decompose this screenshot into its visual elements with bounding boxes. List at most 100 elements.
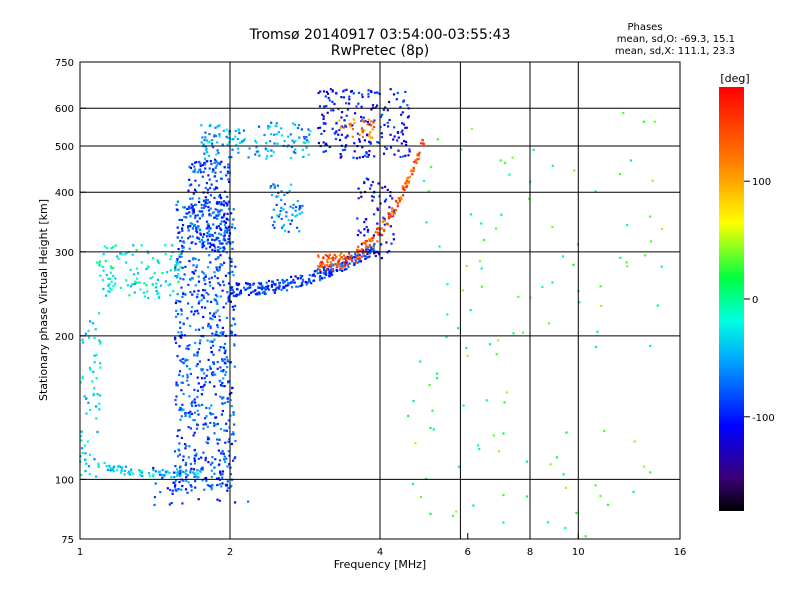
echo-point: [184, 463, 187, 467]
echo-point: [298, 212, 301, 215]
echo-point: [189, 427, 192, 430]
echo-point: [200, 393, 203, 396]
echo-point: [380, 257, 383, 260]
echo-point: [290, 286, 294, 289]
echo-point: [336, 269, 339, 272]
echo-point: [116, 465, 120, 468]
echo-point: [146, 290, 149, 293]
echo-point: [187, 383, 190, 386]
echo-point: [182, 206, 185, 209]
echo-point: [176, 200, 179, 203]
echo-point: [324, 150, 327, 153]
echo-point: [191, 400, 194, 403]
echo-point: [213, 315, 216, 318]
echo-point: [213, 466, 216, 469]
echo-point: [189, 484, 192, 487]
echo-point: [247, 500, 250, 503]
echo-point: [333, 132, 336, 135]
echo-point: [223, 458, 226, 461]
echo-point: [363, 129, 366, 132]
echo-point: [371, 195, 374, 198]
echo-point: [209, 261, 212, 264]
echo-point: [234, 135, 237, 138]
echo-point: [329, 275, 332, 278]
echo-point: [323, 276, 326, 279]
echo-point: [211, 372, 214, 376]
echo-point: [247, 156, 250, 159]
echo-point: [198, 210, 201, 213]
echo-point: [405, 126, 408, 129]
echo-point: [365, 248, 368, 251]
echo-point: [84, 470, 87, 473]
echo-point: [369, 142, 372, 145]
echo-point: [181, 246, 184, 249]
echo-point: [178, 453, 181, 456]
echo-point: [325, 90, 329, 94]
echo-point: [455, 510, 458, 513]
echo-point: [218, 315, 221, 318]
echo-point: [209, 346, 213, 349]
echo-point: [410, 170, 413, 173]
echo-point: [221, 482, 224, 485]
echo-point: [290, 280, 293, 284]
echo-point: [650, 240, 653, 243]
echo-point: [368, 252, 372, 255]
echo-point: [401, 133, 405, 136]
echo-point: [190, 489, 193, 492]
echo-point: [222, 216, 225, 219]
echo-point: [376, 222, 379, 225]
echo-point: [348, 252, 351, 255]
echo-point: [153, 503, 156, 507]
echo-point: [356, 255, 359, 258]
echo-point: [193, 165, 196, 168]
echo-point: [502, 521, 505, 524]
echo-point: [188, 247, 191, 250]
echo-point: [660, 265, 663, 268]
echo-point: [396, 91, 399, 95]
echo-point: [213, 135, 216, 138]
echo-point: [207, 437, 211, 440]
echo-point: [327, 96, 330, 100]
echo-point: [266, 285, 269, 288]
echo-point: [328, 145, 331, 149]
echo-point: [214, 208, 217, 211]
echo-point: [258, 154, 261, 157]
echo-point: [238, 132, 241, 135]
echo-point: [465, 346, 468, 350]
echo-point: [270, 133, 273, 136]
echo-point: [208, 254, 211, 257]
echo-point: [251, 283, 255, 286]
echo-point: [407, 414, 410, 418]
echo-point: [205, 291, 208, 295]
echo-point: [215, 226, 218, 229]
echo-point: [356, 234, 359, 237]
echo-point: [180, 333, 184, 337]
echo-point: [99, 366, 102, 369]
echo-point: [169, 269, 172, 272]
echo-point: [287, 281, 290, 285]
echo-point: [201, 326, 204, 329]
echo-point: [164, 253, 167, 256]
echo-point: [187, 426, 190, 429]
echo-point: [334, 263, 337, 266]
echo-point: [174, 264, 177, 267]
echo-point: [180, 218, 183, 222]
echo-point: [225, 230, 228, 233]
echo-point: [92, 370, 95, 373]
echo-point: [361, 130, 364, 134]
echo-point: [200, 456, 203, 459]
echo-point: [213, 385, 216, 388]
echo-point: [322, 90, 326, 93]
echo-point: [296, 200, 299, 203]
echo-point: [551, 225, 554, 229]
echo-point: [396, 205, 399, 208]
echo-point: [201, 468, 204, 471]
echo-point: [265, 285, 268, 289]
echo-point: [104, 260, 107, 263]
echo-point: [334, 137, 337, 141]
echo-point: [204, 167, 207, 170]
echo-point: [212, 344, 215, 347]
echo-point: [209, 421, 212, 424]
echo-point: [215, 238, 218, 241]
echo-point: [363, 181, 366, 184]
